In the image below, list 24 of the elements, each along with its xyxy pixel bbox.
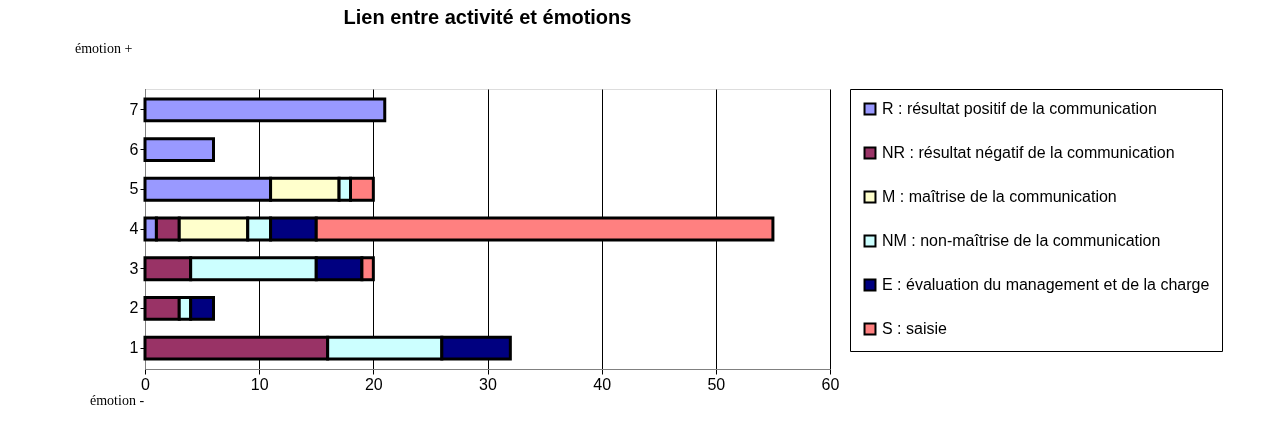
legend-label: R : résultat positif de la communication: [882, 100, 1157, 117]
bar: [143, 137, 215, 162]
y-tick-label: 3: [129, 259, 139, 277]
x-tick-label: 0: [141, 375, 151, 393]
y-tick-label: 2: [129, 299, 139, 317]
chart-title: Lien entre activité et émotions: [343, 6, 632, 28]
y-tick-label: 1: [129, 339, 139, 357]
text: émotion -: [90, 393, 145, 408]
legend-label: S : saisie: [882, 320, 948, 337]
text: émotion +: [75, 41, 133, 56]
legend-label: M : maîtrise de la communication: [882, 188, 1117, 205]
x-tick-label: 10: [250, 375, 269, 393]
y-tick-label: 4: [129, 220, 139, 237]
x-tick-label: 20: [364, 375, 383, 393]
y-tick-label: 6: [129, 140, 139, 158]
x-tick-label: 60: [821, 375, 840, 393]
x-tick-label: 30: [479, 375, 497, 393]
x-tick-label: 50: [707, 375, 726, 393]
x-tick-label: 40: [593, 375, 612, 393]
y-tick-label: 5: [129, 180, 139, 198]
legend-label: NR : résultat négatif de la communication: [882, 144, 1175, 161]
legend-label: E : évaluation du management et de la charge: [882, 276, 1210, 293]
legend-label: NM : non-maîtrise de la communication: [882, 232, 1161, 249]
y-tick-label: 7: [129, 100, 139, 118]
